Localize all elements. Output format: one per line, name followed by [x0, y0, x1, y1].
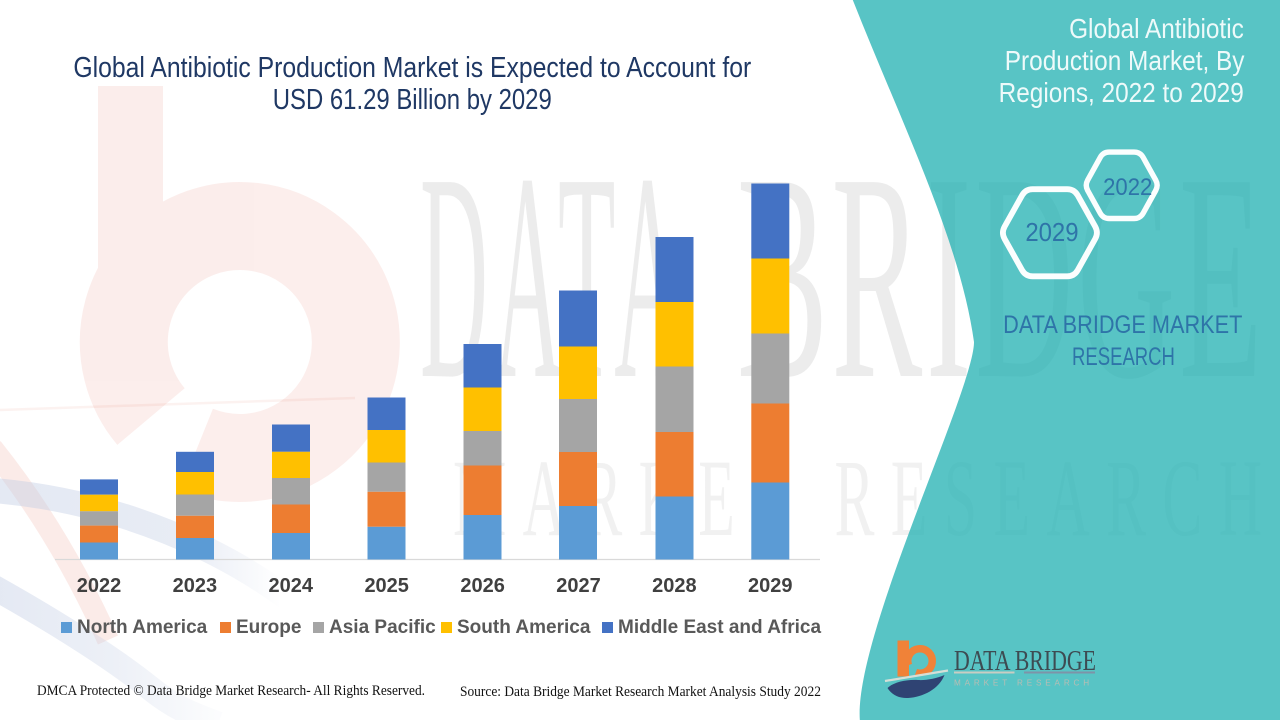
- svg-text:MARKET RESEARCH: MARKET RESEARCH: [954, 678, 1093, 688]
